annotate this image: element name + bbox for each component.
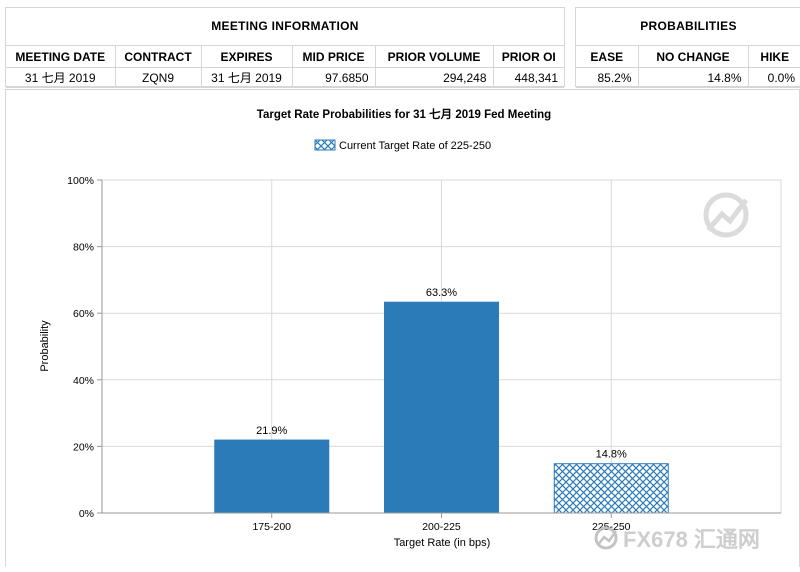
cell-no-change: 14.8% — [638, 67, 749, 88]
cell-mid-price: 97.6850 — [292, 67, 376, 88]
header-prior-oi: PRIOR OI — [493, 46, 564, 68]
x-axis: 175-200 200-225 225-250 — [102, 512, 781, 533]
legend-swatch — [314, 139, 336, 151]
bar-225-250[interactable] — [553, 463, 669, 514]
cell-prior-volume: 294,248 — [375, 67, 494, 88]
y-tick-label: 20% — [73, 441, 94, 453]
logo-watermark — [703, 192, 749, 238]
meeting-information-title: MEETING INFORMATION — [6, 8, 564, 46]
x-tick-label: 175-200 — [252, 521, 291, 533]
cell-prior-oi: 448,341 — [493, 67, 564, 88]
data-label-225-250: 14.8% — [596, 449, 627, 461]
fx678-watermark-text: FX678 汇通网 — [623, 527, 760, 552]
header-mid-price: MID PRICE — [292, 46, 376, 68]
chart-title: Target Rate Probabilities for 31 七月 2019… — [257, 107, 551, 121]
header-no-change: NO CHANGE — [638, 46, 749, 68]
cell-meeting-date: 31 七月 2019 — [6, 67, 116, 88]
y-tick-label: 0% — [79, 508, 94, 520]
y-tick-label: 100% — [67, 175, 94, 187]
header-ease: EASE — [576, 46, 639, 68]
meeting-information-panel: MEETING INFORMATION MEETING DATE CONTRAC… — [5, 7, 565, 88]
bar-200-225[interactable] — [384, 301, 499, 514]
meeting-information-header-row: MEETING DATE CONTRACT EXPIRES MID PRICE … — [6, 46, 564, 68]
cell-hike: 0.0% — [748, 67, 800, 88]
cell-contract: ZQN9 — [115, 67, 202, 88]
bar-series: 21.9% 63.3% 14.8% — [214, 287, 669, 514]
chart-legend: Current Target Rate of 225-250 — [314, 139, 491, 152]
header-prior-volume: PRIOR VOLUME — [375, 46, 494, 68]
probabilities-table: EASE NO CHANGE HIKE 85.2% 14.8% 0.0% — [576, 46, 800, 88]
table-row: 85.2% 14.8% 0.0% — [576, 67, 800, 88]
cell-ease: 85.2% — [576, 67, 639, 88]
x-axis-label: Target Rate (in bps) — [394, 537, 491, 549]
chart-panel: Target Rate Probabilities for 31 七月 2019… — [5, 89, 800, 567]
meeting-information-table: MEETING DATE CONTRACT EXPIRES MID PRICE … — [6, 46, 564, 88]
probability-bar-chart: Target Rate Probabilities for 31 七月 2019… — [39, 107, 782, 552]
probabilities-title: PROBABILITIES — [576, 8, 800, 46]
y-axis-label: Probability — [39, 320, 51, 372]
cell-expires: 31 七月 2019 — [201, 67, 293, 88]
header-hike: HIKE — [748, 46, 800, 68]
fx678-watermark: FX678 汇通网 — [594, 526, 760, 552]
y-axis: 0% 20% 40% 60% 80% 100% — [67, 175, 103, 520]
probabilities-header-row: EASE NO CHANGE HIKE — [576, 46, 800, 68]
data-label-200-225: 63.3% — [426, 287, 457, 299]
bar-175-200[interactable] — [214, 439, 330, 514]
header-contract: CONTRACT — [115, 46, 202, 68]
y-tick-label: 60% — [73, 308, 94, 320]
header-meeting-date: MEETING DATE — [6, 46, 116, 68]
header-expires: EXPIRES — [201, 46, 293, 68]
data-label-175-200: 21.9% — [256, 425, 287, 437]
probabilities-panel: PROBABILITIES EASE NO CHANGE HIKE 85.2% … — [575, 7, 800, 88]
x-tick-label: 200-225 — [422, 521, 461, 533]
y-tick-label: 40% — [73, 375, 94, 387]
table-row: 31 七月 2019 ZQN9 31 七月 2019 97.6850 294,2… — [6, 67, 564, 88]
legend-label: Current Target Rate of 225-250 — [339, 140, 491, 152]
y-tick-label: 80% — [73, 242, 94, 254]
